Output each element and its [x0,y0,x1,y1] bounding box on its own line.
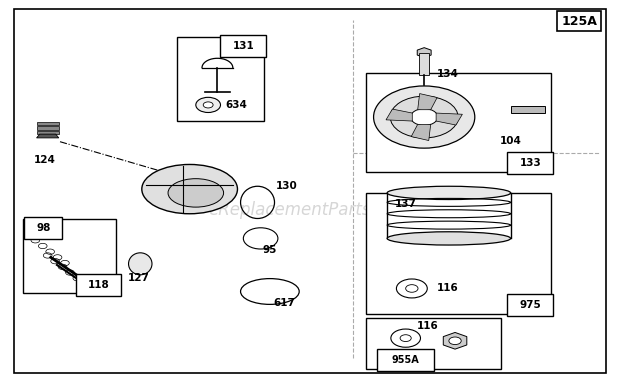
Text: 137: 137 [395,199,417,209]
FancyBboxPatch shape [76,274,120,296]
Circle shape [449,337,461,345]
Circle shape [196,97,221,113]
Text: 127: 127 [128,273,149,283]
Circle shape [390,96,458,138]
Ellipse shape [387,232,511,245]
Bar [366,318,502,369]
Text: 104: 104 [500,136,521,146]
Ellipse shape [142,165,237,214]
Bar [366,193,551,314]
Text: 125A: 125A [561,15,597,28]
Text: 133: 133 [520,157,541,168]
Polygon shape [417,48,431,58]
Polygon shape [386,109,412,121]
FancyBboxPatch shape [220,35,267,57]
Text: 975: 975 [520,300,541,310]
Text: 98: 98 [36,223,51,233]
Text: 130: 130 [276,181,298,191]
Polygon shape [443,332,467,349]
Text: 955A: 955A [392,355,420,365]
Text: eReplacementParts.com: eReplacementParts.com [208,201,412,219]
Polygon shape [436,113,463,125]
Text: 118: 118 [87,280,109,290]
Bar [37,126,59,129]
Ellipse shape [168,179,224,207]
Bar [37,121,59,125]
Polygon shape [37,134,59,138]
Text: 634: 634 [225,100,247,110]
Bar [177,37,264,121]
Bar [23,219,115,293]
Text: 116: 116 [417,321,438,332]
Bar [511,107,544,113]
Text: 134: 134 [436,69,458,79]
FancyBboxPatch shape [507,294,554,316]
Text: 124: 124 [33,155,56,165]
Text: 617: 617 [273,298,295,308]
Circle shape [410,109,438,125]
Polygon shape [418,94,437,110]
Ellipse shape [128,253,152,275]
FancyBboxPatch shape [378,349,434,371]
Ellipse shape [387,186,511,199]
FancyBboxPatch shape [507,152,554,173]
Bar [419,53,429,75]
Text: 116: 116 [436,283,458,293]
Circle shape [203,102,213,108]
Circle shape [374,86,475,148]
Text: 95: 95 [263,245,277,255]
Bar [366,73,551,172]
Polygon shape [411,125,431,141]
FancyBboxPatch shape [24,217,63,239]
Text: 131: 131 [232,41,254,51]
Bar [37,131,59,134]
